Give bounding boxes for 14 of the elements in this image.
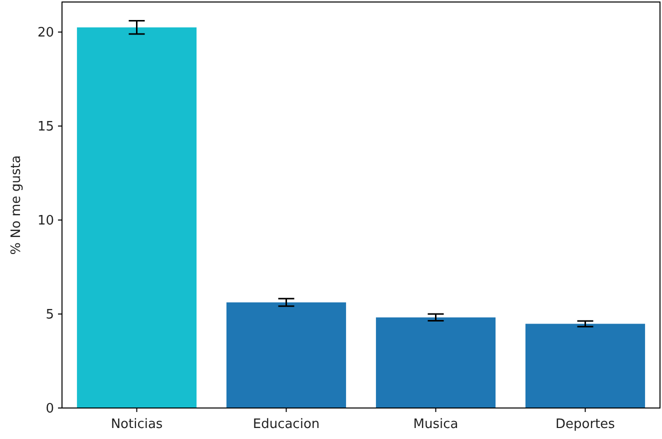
x-tick-label: Musica <box>413 417 458 432</box>
y-axis-title: % No me gusta <box>9 155 24 255</box>
y-tick-label: 20 <box>37 26 54 41</box>
y-tick-label: 10 <box>37 214 54 229</box>
y-tick-label: 15 <box>37 120 54 135</box>
bar <box>76 27 197 408</box>
x-tick-label: Deportes <box>556 417 616 432</box>
x-tick-label: Educacion <box>252 417 320 432</box>
y-tick-label: 0 <box>46 402 54 417</box>
bar <box>376 317 496 408</box>
bar <box>525 324 646 408</box>
y-tick-label: 5 <box>46 308 54 323</box>
x-tick-label: Noticias <box>110 417 163 432</box>
bar <box>226 302 346 408</box>
